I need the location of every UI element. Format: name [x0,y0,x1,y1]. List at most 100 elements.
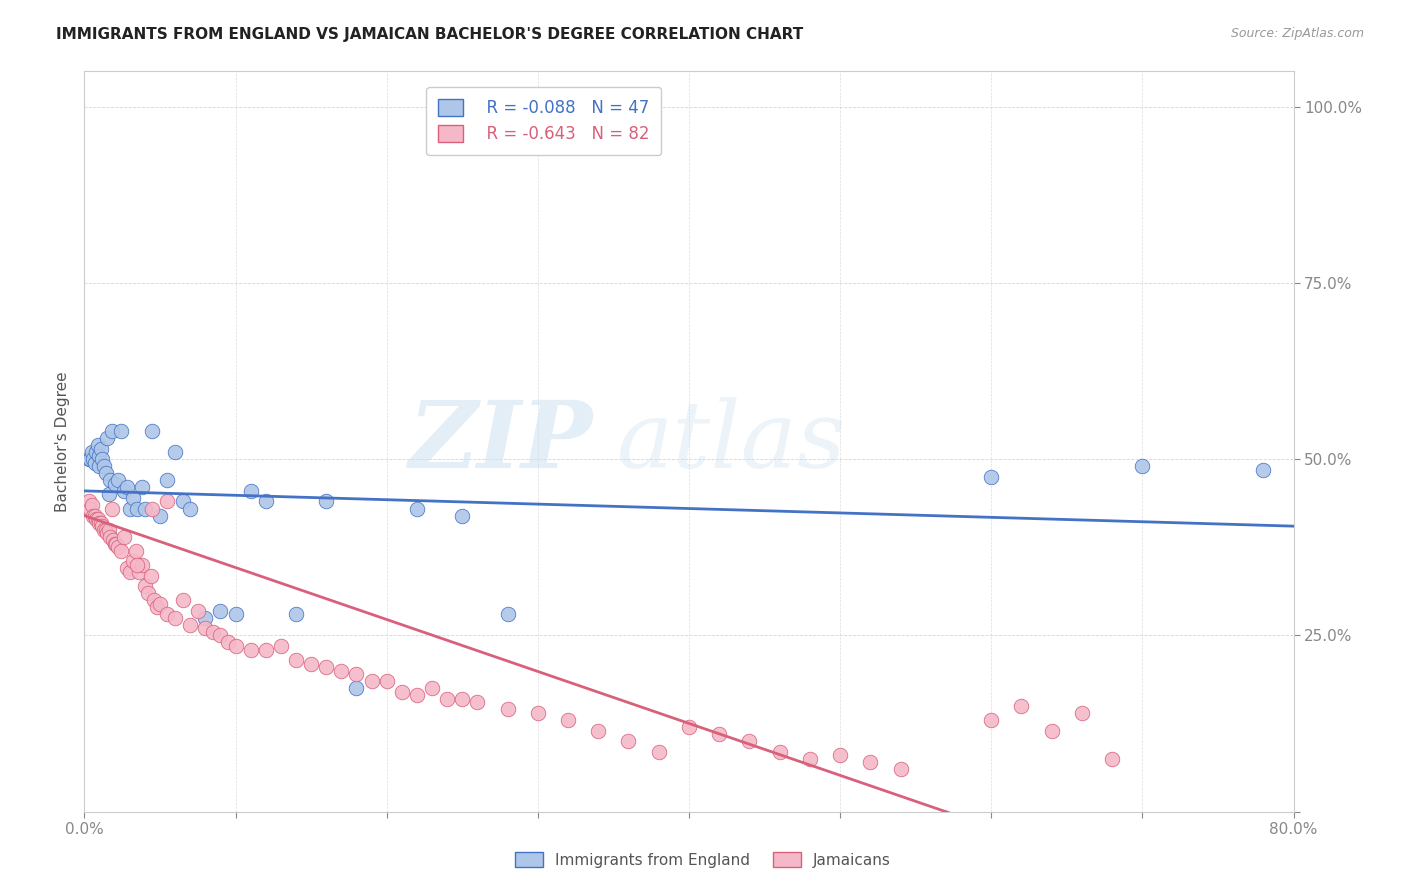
Point [118,565,141,579]
Text: ZIP: ZIP [408,397,592,486]
Point [149,508,172,523]
Point [91,519,114,533]
Point [1253,463,1275,477]
Point [112,530,135,544]
Point [330,664,353,678]
Point [451,508,474,523]
Legend: Immigrants from England, Jamaicans: Immigrants from England, Jamaicans [508,844,898,875]
Point [980,470,1002,484]
Point [94,467,117,481]
Point [859,756,882,770]
Point [115,480,138,494]
Text: Source: ZipAtlas.com: Source: ZipAtlas.com [1230,27,1364,40]
Point [121,554,143,568]
Point [98,530,121,544]
Point [285,653,308,667]
Point [648,745,671,759]
Legend:   R = -0.088   N = 47,   R = -0.643   N = 82: R = -0.088 N = 47, R = -0.643 N = 82 [426,87,661,155]
Point [209,604,232,618]
Point [94,523,117,537]
Point [121,491,143,505]
Point [617,734,640,748]
Point [194,621,217,635]
Point [79,501,101,516]
Point [194,611,217,625]
Point [87,512,110,526]
Point [1071,706,1094,720]
Y-axis label: Bachelor's Degree: Bachelor's Degree [55,371,70,512]
Point [467,695,489,709]
Point [90,516,112,530]
Point [136,586,159,600]
Point [149,597,172,611]
Point [588,723,610,738]
Point [179,501,201,516]
Point [165,445,187,459]
Point [156,473,179,487]
Point [527,706,550,720]
Point [738,734,761,748]
Point [980,713,1002,727]
Point [84,508,107,523]
Point [79,452,101,467]
Point [406,501,429,516]
Point [436,692,458,706]
Point [110,424,132,438]
Point [225,639,247,653]
Point [89,459,111,474]
Point [406,689,429,703]
Point [100,424,122,438]
Point [201,624,224,639]
Point [112,483,135,498]
Point [77,494,100,508]
Point [100,501,122,516]
Point [557,713,579,727]
Point [84,456,107,470]
Point [146,600,169,615]
Point [104,537,127,551]
Point [82,508,104,523]
Point [141,501,163,516]
Point [225,607,247,622]
Point [87,438,110,452]
Point [80,498,103,512]
Point [172,593,194,607]
Point [127,558,149,572]
Point [890,763,912,777]
Point [346,681,368,696]
Point [110,544,132,558]
Point [82,452,104,467]
Point [80,445,103,459]
Point [134,501,156,516]
Point [101,533,124,548]
Point [96,526,118,541]
Point [118,501,141,516]
Point [125,544,148,558]
Point [156,494,179,508]
Point [93,459,115,474]
Point [420,681,443,696]
Point [90,442,112,456]
Point [98,473,121,487]
Point [769,745,792,759]
Point [107,541,129,555]
Text: IMMIGRANTS FROM ENGLAND VS JAMAICAN BACHELOR'S DEGREE CORRELATION CHART: IMMIGRANTS FROM ENGLAND VS JAMAICAN BACH… [56,27,803,42]
Point [86,512,108,526]
Point [391,685,413,699]
Point [254,494,277,508]
Point [107,473,129,487]
Point [799,752,821,766]
Point [254,642,277,657]
Point [139,568,162,582]
Point [142,593,165,607]
Point [77,452,100,467]
Point [127,501,149,516]
Point [105,537,128,551]
Point [346,667,368,681]
Point [1011,698,1033,713]
Point [239,483,262,498]
Point [678,720,700,734]
Point [165,611,187,625]
Point [299,657,322,671]
Point [209,628,232,642]
